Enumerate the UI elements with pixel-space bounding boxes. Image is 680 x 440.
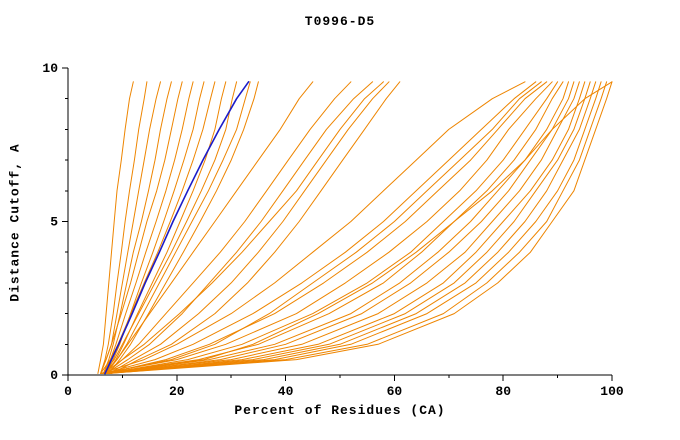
model-curve (105, 81, 613, 374)
model-curve (105, 81, 227, 374)
model-curve (100, 81, 580, 374)
model-curve (105, 81, 559, 374)
model-curve (108, 81, 259, 374)
model-curve (105, 81, 205, 374)
model-curve (100, 81, 216, 374)
model-curve (102, 81, 537, 374)
model-curve (100, 81, 183, 374)
x-axis-label: Percent of Residues (CA) (234, 403, 446, 418)
model-curve (100, 81, 148, 374)
model-curve (105, 81, 352, 374)
model-curve (100, 81, 613, 374)
x-tick-label: 60 (387, 384, 403, 399)
y-axis-label-wrap: Distance Cutoff, A (4, 70, 26, 375)
model-curve (105, 81, 597, 374)
x-tick-label: 100 (600, 384, 624, 399)
chart-title: T0996-D5 (304, 14, 376, 29)
model-curve (108, 81, 390, 374)
x-tick-label: 0 (64, 384, 72, 399)
model-curve (105, 81, 548, 374)
model-curve (102, 81, 564, 374)
model-curve (102, 81, 238, 374)
model-curve (105, 81, 251, 374)
model-curve (100, 81, 608, 374)
y-tick-label: 5 (50, 215, 58, 230)
y-tick-label: 0 (50, 368, 58, 383)
y-tick-label: 10 (42, 61, 58, 76)
model-curve (102, 81, 194, 374)
y-axis-label: Distance Cutoff, A (7, 143, 23, 302)
x-tick-label: 40 (278, 384, 294, 399)
x-tick-label: 80 (495, 384, 511, 399)
model-curve (102, 81, 172, 374)
model-curve (108, 81, 575, 374)
model-curve (105, 81, 374, 374)
model-curve (102, 81, 542, 374)
model-curve (102, 81, 591, 374)
model-curve (102, 81, 384, 374)
model-curve (100, 81, 553, 374)
model-curve (108, 81, 602, 374)
model-curve (102, 81, 314, 374)
model-curve (97, 81, 134, 374)
model-curve (111, 81, 401, 374)
model-curve (105, 81, 586, 374)
x-tick-label: 20 (169, 384, 185, 399)
model-curve (100, 81, 526, 374)
model-curve (105, 81, 569, 374)
highlighted-model-curve (104, 81, 250, 375)
